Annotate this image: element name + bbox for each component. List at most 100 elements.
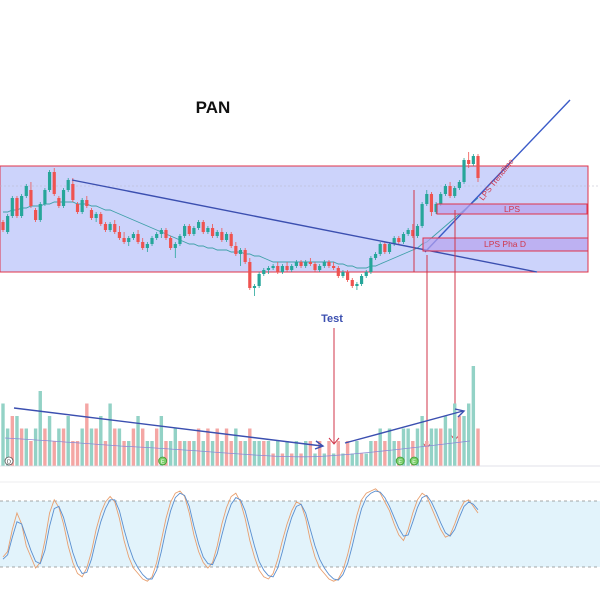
volume-downtrend-arrowhead [314, 440, 325, 450]
candle-body [467, 160, 471, 164]
candle [387, 242, 392, 254]
volume-bar [164, 441, 168, 466]
candle-body [364, 272, 368, 276]
candle-body [52, 172, 56, 194]
candle-body [61, 190, 66, 206]
candle [448, 182, 452, 198]
candle-body [318, 266, 322, 270]
volume-bar [206, 428, 210, 466]
volume-bar [476, 428, 480, 466]
candle-body [24, 186, 28, 196]
candle-body [117, 232, 122, 238]
candle-body [252, 286, 257, 288]
candle-body [33, 210, 38, 220]
volume-bar [196, 428, 201, 466]
candle [15, 196, 19, 218]
candle [141, 238, 145, 250]
volume-bar [406, 428, 410, 466]
volume-bar [159, 416, 164, 466]
candle [262, 268, 266, 276]
candle-body [369, 258, 373, 272]
candle-body [43, 190, 47, 204]
volume-bar [392, 441, 396, 466]
candle [89, 208, 94, 220]
volume-bar [471, 366, 476, 466]
volume-bar [154, 428, 159, 466]
candle [150, 236, 154, 246]
candle-body [448, 186, 452, 196]
volume-bar [66, 416, 70, 466]
candle-body [224, 234, 229, 240]
candle [187, 224, 191, 236]
volume-bar [122, 441, 126, 466]
volume-bar [378, 428, 382, 466]
volume-bar [192, 441, 196, 466]
candle [411, 224, 415, 238]
candle [94, 212, 98, 222]
volume-bar [10, 416, 15, 466]
lps-trendline [424, 99, 571, 253]
candle [266, 266, 271, 274]
candle [196, 220, 201, 230]
candle [145, 242, 149, 252]
candle-body [248, 262, 252, 288]
candle [127, 236, 131, 246]
candle-body [122, 238, 126, 242]
volume-bar [71, 441, 75, 466]
candle [243, 248, 247, 264]
event-marker-circle [395, 456, 405, 466]
candle-body [169, 238, 173, 248]
candle-body [210, 228, 215, 236]
volume-bar [215, 428, 219, 466]
event-marker-symbol: D [7, 460, 11, 466]
volume-bar [178, 441, 182, 466]
candle [322, 260, 326, 268]
candle [355, 282, 359, 290]
candle [327, 260, 331, 268]
volume-moving-average [4, 437, 471, 458]
volume-bar [234, 428, 238, 466]
candle [220, 228, 224, 242]
candle-body [20, 196, 24, 216]
candle [364, 270, 368, 278]
volume-bar [173, 428, 178, 466]
volume-bar [15, 416, 19, 466]
candle [406, 228, 410, 236]
candle [224, 232, 229, 242]
candle-body [308, 262, 312, 264]
candle [434, 202, 438, 214]
candle-body [332, 266, 336, 268]
volume-bar [29, 441, 33, 466]
candle-body [234, 246, 238, 254]
volume-bar [38, 391, 42, 466]
volume-bar [313, 453, 317, 466]
candle [248, 258, 252, 290]
candle-body [294, 262, 298, 266]
candle-body [89, 210, 94, 218]
lps-pha-d-zone [422, 237, 589, 252]
candle [206, 226, 210, 234]
event-marker[interactable]: E [409, 456, 419, 466]
volume-bar [401, 428, 406, 466]
candle [341, 270, 345, 278]
event-marker[interactable]: E [395, 456, 405, 466]
candle [308, 258, 312, 266]
candle-body [85, 200, 89, 206]
event-marker-circle [4, 456, 14, 466]
volume-bar [322, 453, 327, 466]
candle-body [462, 160, 466, 182]
event-marker[interactable]: E [158, 456, 168, 466]
event-marker[interactable]: D [4, 456, 14, 466]
candle-body [457, 182, 461, 188]
volume-bar [131, 428, 136, 466]
volume-bar [271, 453, 275, 466]
candle-body [327, 262, 331, 266]
volume-bar [303, 441, 308, 466]
candle-body [150, 238, 154, 244]
volume-bar [57, 428, 61, 466]
volume-bar [243, 441, 247, 466]
candle-body [159, 230, 163, 234]
candle [471, 154, 475, 166]
descending-trendline [71, 179, 538, 273]
